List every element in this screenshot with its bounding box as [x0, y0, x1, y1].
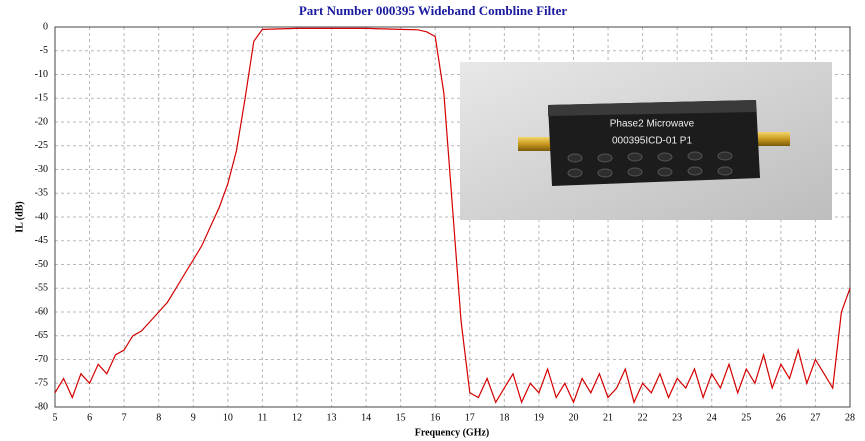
- connector: [518, 137, 554, 151]
- y-tick-label: -20: [35, 116, 48, 127]
- x-tick-label: 9: [191, 412, 196, 423]
- x-tick-label: 10: [223, 412, 233, 423]
- x-tick-label: 14: [361, 412, 371, 423]
- data-line: [54, 27, 851, 405]
- x-tick-label: 20: [568, 412, 578, 423]
- photo-label: Phase2 Microwave: [610, 119, 695, 130]
- x-tick-label: 27: [810, 412, 820, 423]
- y-tick-label: -5: [40, 45, 48, 56]
- y-tick-label: -70: [35, 354, 48, 365]
- y-tick-label: 0: [43, 21, 48, 32]
- x-tick-label: 12: [292, 412, 302, 423]
- x-tick-label: 16: [430, 412, 440, 423]
- x-tick-label: 18: [499, 412, 509, 423]
- x-tick-label: 25: [741, 412, 751, 423]
- x-tick-label: 17: [465, 412, 475, 423]
- x-tick-label: 6: [87, 412, 92, 423]
- x-tick-label: 7: [122, 412, 127, 423]
- x-tick-label: 26: [776, 412, 786, 423]
- plot-frame: [54, 26, 851, 408]
- y-tick-label: -50: [35, 259, 48, 270]
- y-tick-label: -15: [35, 93, 48, 104]
- x-tick-label: 15: [396, 412, 406, 423]
- filter-top: [548, 100, 756, 116]
- x-tick-label: 5: [53, 412, 58, 423]
- y-tick-label: -80: [35, 401, 48, 412]
- y-tick-label: -75: [35, 378, 48, 389]
- x-tick-label: 13: [327, 412, 337, 423]
- photo-label: 000395ICD-01 P1: [612, 136, 692, 147]
- x-tick-label: 11: [258, 412, 268, 423]
- y-tick-label: -30: [35, 164, 48, 175]
- x-axis-label: Frequency (GHz): [415, 427, 490, 438]
- y-tick-label: -55: [35, 283, 48, 294]
- y-tick-label: -10: [35, 69, 48, 80]
- product-photo: Phase2 Microwave 000395ICD-01 P1: [460, 62, 832, 220]
- x-tick-label: 24: [707, 412, 717, 423]
- y-tick-label: -60: [35, 306, 48, 317]
- y-axis-label: IL (dB): [14, 201, 25, 232]
- x-tick-label: 22: [638, 412, 648, 423]
- tuning-screws: [567, 151, 733, 178]
- x-tick-label: 8: [156, 412, 161, 423]
- filter-body: [548, 100, 760, 186]
- y-tick-label: -35: [35, 188, 48, 199]
- y-tick-label: -65: [35, 330, 48, 341]
- y-tick-label: -40: [35, 211, 48, 222]
- connector: [752, 132, 790, 146]
- chart-title: Part Number 000395 Wideband Combline Fil…: [299, 3, 568, 18]
- x-tick-label: 23: [672, 412, 682, 423]
- y-tick-label: -25: [35, 140, 48, 151]
- x-tick-label: 21: [603, 412, 613, 423]
- y-tick-label: -45: [35, 235, 48, 246]
- x-tick-label: 19: [534, 412, 544, 423]
- x-tick-label: 28: [845, 412, 855, 423]
